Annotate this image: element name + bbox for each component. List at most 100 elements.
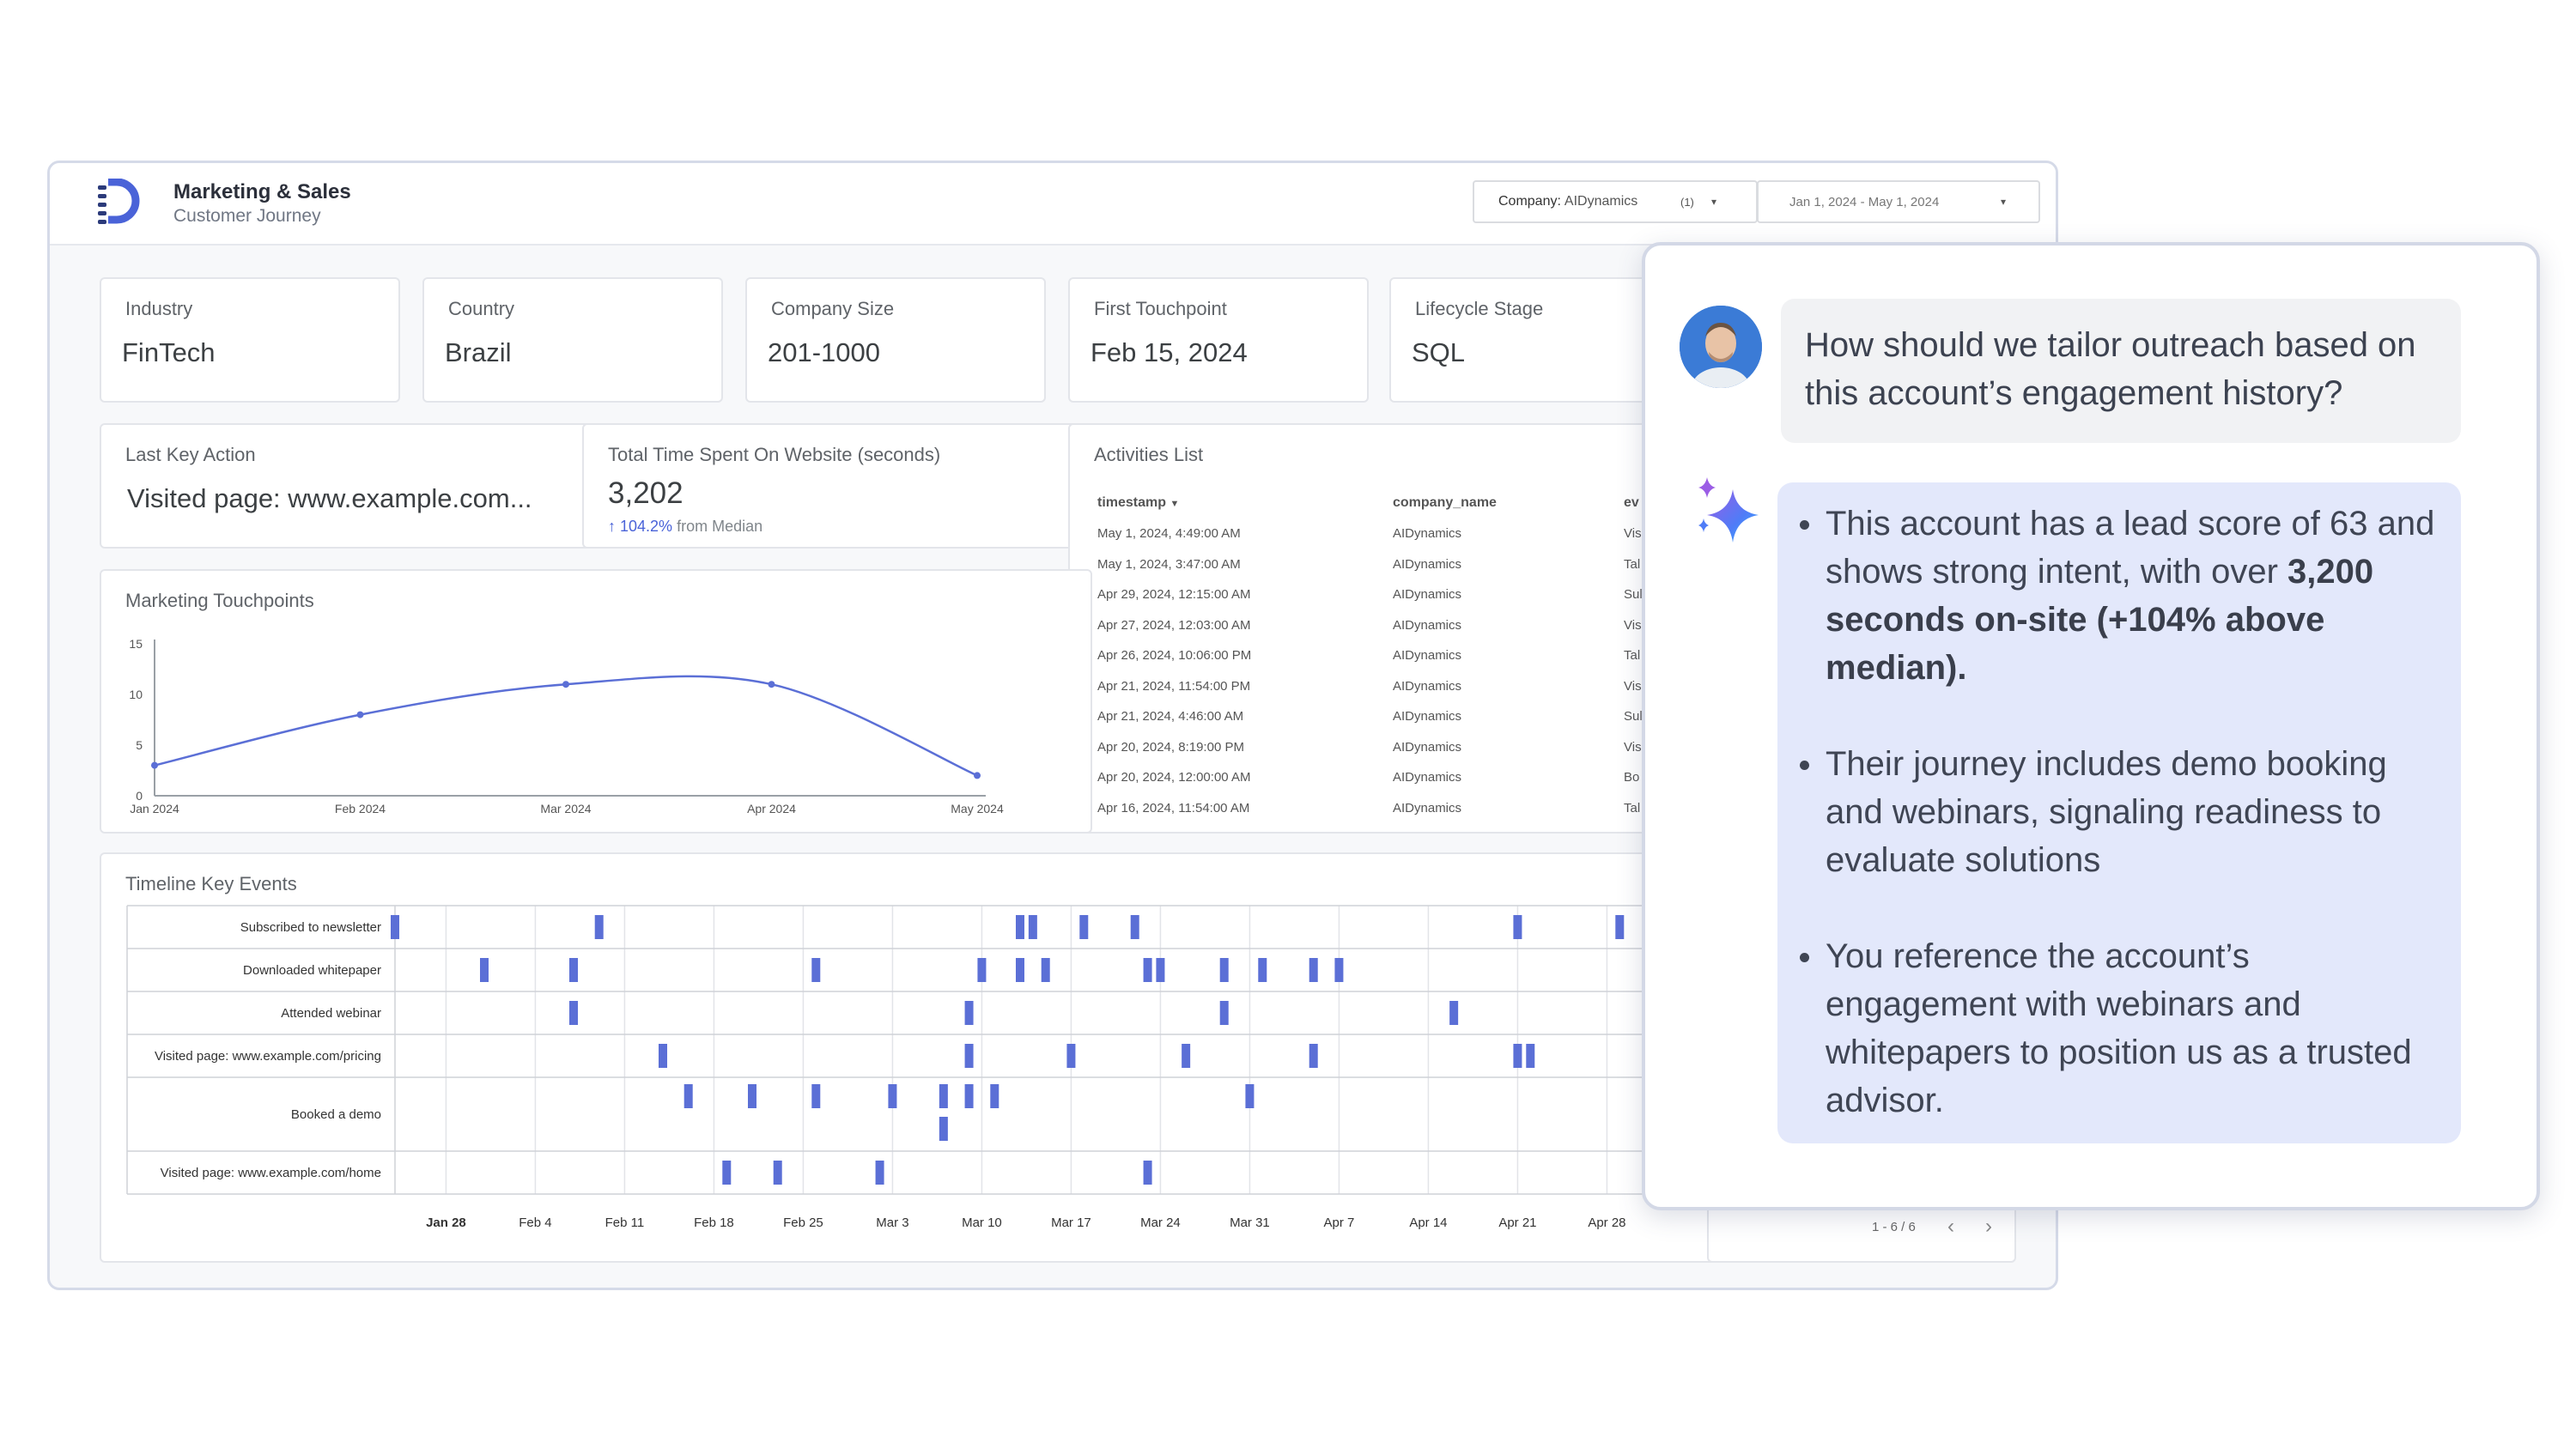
up-arrow-icon: ↑ (608, 518, 616, 535)
row-company-name: AIDynamics (1393, 739, 1462, 755)
row-event: Sul (1624, 709, 1643, 724)
row-company-name: AIDynamics (1393, 770, 1462, 785)
event-marker (1219, 958, 1229, 982)
row-company-name: AIDynamics (1393, 587, 1462, 602)
app-logo-icon (98, 179, 140, 224)
event-marker (1079, 915, 1089, 939)
kpi-card-first-touchpoint: First Touchpoint Feb 15, 2024 (1068, 277, 1369, 403)
company-filter[interactable]: Company: AIDynamics (1) ▾ (1473, 180, 1758, 223)
data-point (974, 772, 981, 779)
row-event: Vis (1624, 678, 1642, 694)
row-timestamp: Apr 20, 2024, 8:19:00 PM (1097, 739, 1244, 755)
ai-answer-item: This account has a lead score of 63 and … (1800, 500, 2439, 692)
data-point (151, 761, 158, 769)
ai-answer-item: Their journey includes demo booking and … (1800, 740, 2439, 884)
activities-list-title: Activities List (1094, 444, 1204, 465)
x-tick-label: Mar 2024 (540, 802, 591, 815)
row-company-name: AIDynamics (1393, 648, 1462, 663)
event-marker (1016, 958, 1024, 982)
x-tick-label: Apr 7 (1323, 1216, 1354, 1230)
y-tick-label: 15 (129, 637, 143, 651)
row-timestamp: Apr 20, 2024, 12:00:00 AM (1097, 770, 1251, 785)
time-spent-delta-value: 104.2% (620, 518, 673, 535)
column-header-timestamp[interactable]: timestamp ▼ (1097, 495, 1180, 510)
kpi-card-country: Country Brazil (422, 277, 723, 403)
last-key-action-card: Last Key Action Visited page: www.exampl… (100, 423, 608, 549)
x-tick-label: Apr 21 (1498, 1216, 1536, 1230)
event-marker (722, 1161, 732, 1185)
x-tick-label: Feb 2024 (335, 802, 386, 815)
x-tick-label: Feb 25 (783, 1216, 823, 1230)
y-tick-label: 0 (136, 789, 143, 803)
ai-answer-bubble: This account has a lead score of 63 and … (1777, 482, 2461, 1143)
series-line (154, 675, 978, 777)
data-point (768, 681, 775, 688)
kpi-card-company-size: Company Size 201-1000 (745, 277, 1046, 403)
time-spent-delta-suffix: from Median (677, 518, 763, 535)
event-marker (977, 958, 987, 982)
date-range-value: Jan 1, 2024 - May 1, 2024 (1789, 194, 1940, 209)
event-marker (659, 1044, 667, 1068)
x-tick-label: Apr 14 (1409, 1216, 1447, 1230)
user-avatar-icon (1680, 306, 1762, 388)
app-title: Marketing & Sales (173, 180, 351, 203)
x-tick-label: Mar 31 (1230, 1216, 1270, 1230)
row-timestamp: May 1, 2024, 3:47:00 AM (1097, 556, 1241, 572)
row-label: Visited page: www.example.com/pricing (155, 1049, 381, 1064)
event-marker (1334, 958, 1344, 982)
row-event: Tal (1624, 800, 1641, 815)
event-marker (773, 1161, 782, 1185)
ai-chat-panel: How should we tailor outreach based on t… (1642, 242, 2540, 1210)
row-timestamp: Apr 16, 2024, 11:54:00 AM (1097, 800, 1250, 815)
event-marker (1245, 1084, 1255, 1108)
timeline-title: Timeline Key Events (125, 873, 297, 894)
kpi-value: Feb 15, 2024 (1091, 337, 1248, 367)
last-key-action-value: Visited page: www.example.com... (127, 483, 532, 513)
event-marker (1182, 1044, 1191, 1068)
event-marker (1513, 1044, 1522, 1068)
column-header-company-name[interactable]: company_name (1393, 495, 1497, 510)
user-question-bubble: How should we tailor outreach based on t… (1781, 299, 2461, 443)
row-label: Subscribed to newsletter (240, 920, 381, 935)
event-marker (1258, 958, 1267, 982)
kpi-value: FinTech (122, 337, 216, 367)
x-tick-label: Jan 2024 (130, 802, 179, 815)
chevron-left-icon[interactable]: ‹ (1947, 1215, 1954, 1238)
kpi-label: First Touchpoint (1094, 298, 1227, 319)
event-marker (480, 958, 489, 982)
ai-answer-item: You reference the account’s engagement w… (1800, 932, 2439, 1125)
date-range-filter[interactable]: Jan 1, 2024 - May 1, 2024 ▾ (1757, 180, 2040, 223)
chevron-right-icon[interactable]: › (1985, 1215, 1992, 1238)
kpi-label: Country (448, 298, 515, 319)
y-tick-label: 5 (136, 738, 143, 752)
x-tick-label: Mar 10 (962, 1216, 1002, 1230)
kpi-card-lifecycle-stage: Lifecycle Stage SQL (1389, 277, 1690, 403)
event-marker (1449, 1001, 1459, 1025)
row-label: Downloaded whitepaper (243, 963, 381, 978)
row-timestamp: Apr 21, 2024, 4:46:00 AM (1097, 709, 1244, 724)
time-spent-value: 3,202 (608, 476, 683, 510)
kpi-value: Brazil (445, 337, 512, 367)
caret-down-icon: ▾ (2001, 196, 2007, 208)
kpi-value: SQL (1412, 337, 1466, 367)
row-timestamp: Apr 21, 2024, 11:54:00 PM (1097, 678, 1251, 694)
event-marker (1041, 958, 1050, 982)
row-company-name: AIDynamics (1393, 709, 1462, 724)
sort-desc-icon: ▼ (1170, 499, 1180, 509)
row-timestamp: Apr 29, 2024, 12:15:00 AM (1097, 587, 1251, 602)
row-event: Tal (1624, 556, 1641, 572)
event-marker (683, 1084, 693, 1108)
x-tick-label: Apr 28 (1588, 1216, 1625, 1230)
event-marker (569, 1001, 578, 1025)
x-tick-label: Mar 24 (1140, 1216, 1181, 1230)
ai-answer-list: This account has a lead score of 63 and … (1800, 500, 2439, 1125)
column-header-event[interactable]: ev (1624, 495, 1639, 510)
row-label: Attended webinar (281, 1006, 381, 1021)
data-point (562, 681, 569, 688)
row-event: Bo (1624, 770, 1640, 785)
event-marker (1066, 1044, 1076, 1068)
x-tick-label: Feb 11 (605, 1216, 645, 1230)
event-marker (1156, 958, 1165, 982)
marketing-touchpoints-chart: 0 5 10 15 Jan 2024 Feb 2024 Mar 2024 Apr 2024 Ma… (129, 637, 1004, 815)
event-marker (990, 1084, 999, 1108)
